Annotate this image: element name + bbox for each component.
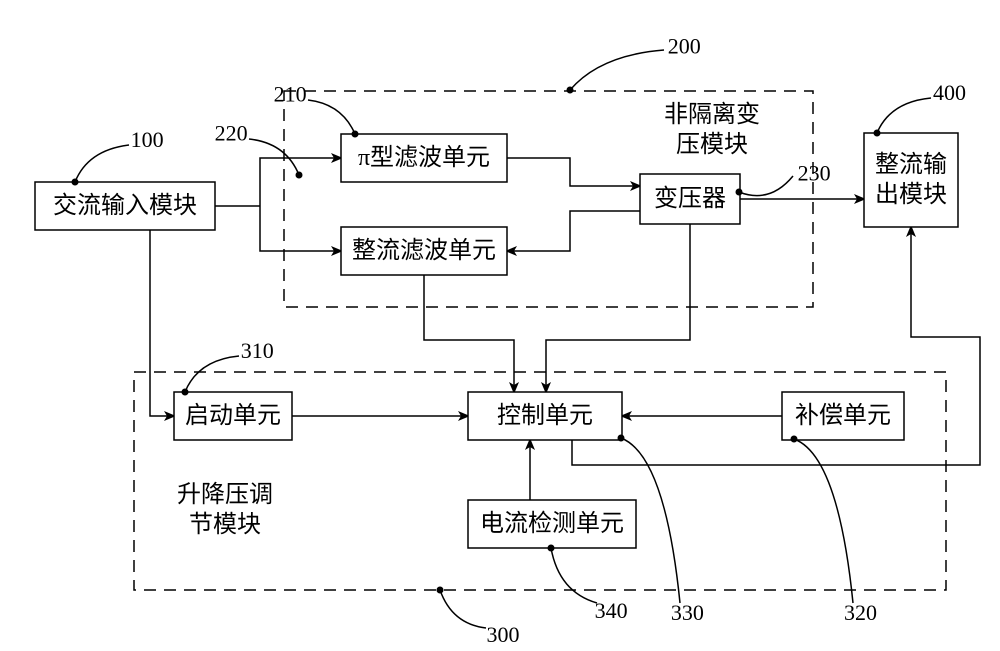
edge-n230-n220 <box>507 211 640 251</box>
block-rectifier-filter-unit-ref: 220 <box>215 121 248 146</box>
block-startup-unit-label: 启动单元 <box>185 402 281 429</box>
block-current-detection-ref: 340 <box>595 598 628 623</box>
module-non-isolated-transformer-ref: 200 <box>668 34 701 59</box>
block-rectifier-filter-unit: 整流滤波单元 <box>341 227 507 275</box>
module-buck-boost-regulator-ref: 300 <box>486 622 519 647</box>
module-buck-boost-regulator-label: 升降压调节模块 <box>177 481 273 538</box>
block-control-unit-ref: 330 <box>671 600 704 625</box>
edge-n220-n330 <box>424 275 514 392</box>
block-startup-unit: 启动单元 <box>174 392 292 440</box>
block-rectifier-output-ref: 400 <box>933 80 966 105</box>
edge-n330-n400 <box>572 227 980 465</box>
block-transformer-ref: 230 <box>798 161 831 186</box>
block-rectifier-filter-unit-leader: 220 <box>215 121 303 179</box>
block-transformer-leader: 230 <box>736 161 831 196</box>
block-diagram: 非隔离变压模块升降压调节模块 交流输入模块 π型滤波单元整流滤波单元 变压器 整流输出… <box>0 0 1000 651</box>
block-transformer-label: 变压器 <box>654 185 726 212</box>
edge-to-n210 <box>260 158 341 206</box>
block-ac-input-leader: 100 <box>72 127 164 186</box>
block-startup-unit-leader: 310 <box>182 338 274 396</box>
edge-n210-n230 <box>507 158 640 186</box>
block-ac-input-ref: 100 <box>131 127 164 152</box>
block-pi-filter-leader: 210 <box>274 82 359 138</box>
block-compensation-unit-leader: 320 <box>791 436 877 625</box>
block-rectifier-output-leader: 400 <box>874 80 966 136</box>
block-rectifier-filter-unit-label: 整流滤波单元 <box>352 237 496 264</box>
block-compensation-unit-label: 补偿单元 <box>795 402 891 429</box>
block-rectifier-output: 整流输出模块 <box>864 133 958 227</box>
edge-n230-n330 <box>546 224 690 392</box>
block-pi-filter-label: π型滤波单元 <box>358 144 490 171</box>
block-current-detection-leader: 340 <box>548 545 628 624</box>
edge-to-n220 <box>260 206 341 251</box>
edge-to-n310 <box>150 230 174 416</box>
block-current-detection: 电流检测单元 <box>468 500 636 548</box>
module-buck-boost-regulator-leader: 300 <box>437 587 520 647</box>
block-control-unit-label: 控制单元 <box>497 402 593 429</box>
block-ac-input-label: 交流输入模块 <box>53 192 197 219</box>
block-pi-filter: π型滤波单元 <box>341 134 507 182</box>
module-non-isolated-transformer-label: 非隔离变压模块 <box>664 101 760 158</box>
module-non-isolated-transformer-leader: 200 <box>567 34 701 94</box>
block-current-detection-label: 电流检测单元 <box>480 510 624 537</box>
block-control-unit: 控制单元 <box>468 392 622 440</box>
block-transformer: 变压器 <box>640 174 740 224</box>
block-startup-unit-ref: 310 <box>241 338 274 363</box>
block-pi-filter-ref: 210 <box>274 82 307 107</box>
block-compensation-unit-ref: 320 <box>844 600 877 625</box>
block-compensation-unit: 补偿单元 <box>782 392 904 440</box>
block-ac-input: 交流输入模块 <box>35 182 215 230</box>
